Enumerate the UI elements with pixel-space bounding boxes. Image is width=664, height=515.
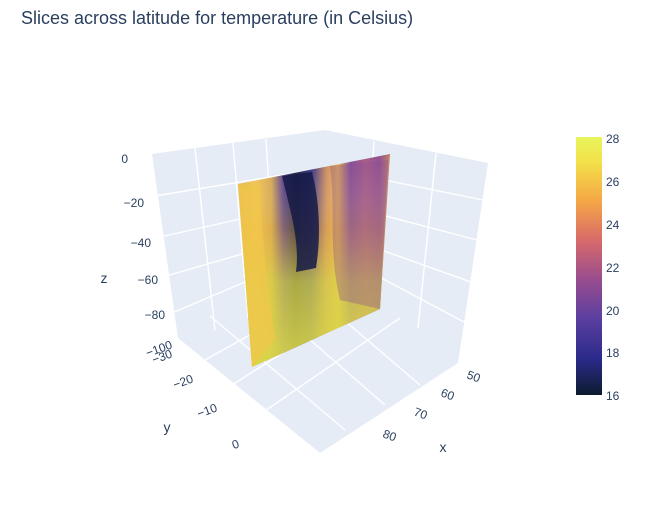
chart-title: Slices across latitude for temperature (… [21,8,414,28]
colorbar-tick: 26 [606,175,620,189]
temperature-slice [238,154,390,367]
y-tick: −30 [150,347,174,367]
colorbar-tick: 16 [606,389,620,403]
colorbar-tick: 20 [606,304,620,318]
colorbar-ticks: 28 26 24 22 20 18 16 [606,132,620,403]
x-tick: 60 [439,386,457,404]
colorbar-tick: 22 [606,261,620,275]
x-tick: 50 [465,368,483,386]
y-axis-title: y [164,419,171,435]
z-axis-title: z [101,270,108,286]
y-tick: −20 [171,372,195,392]
z-tick: −60 [138,273,159,287]
x-tick: 70 [412,405,430,423]
z-tick: −40 [131,236,152,250]
y-tick: 0 [230,437,241,453]
colorbar [576,137,602,395]
x-axis-ticks: 50 60 70 80 [381,368,483,445]
colorbar-tick: 28 [606,132,620,146]
z-tick: −20 [124,196,145,210]
z-tick: −80 [145,308,166,322]
y-axis-ticks: −30 −20 −10 0 [150,347,241,453]
y-tick: −10 [195,401,219,421]
colorbar-tick: 24 [606,218,620,232]
x-axis-title: x [440,439,447,455]
colorbar-tick: 18 [606,346,620,360]
x-tick: 80 [381,427,399,445]
z-tick: 0 [121,152,128,166]
